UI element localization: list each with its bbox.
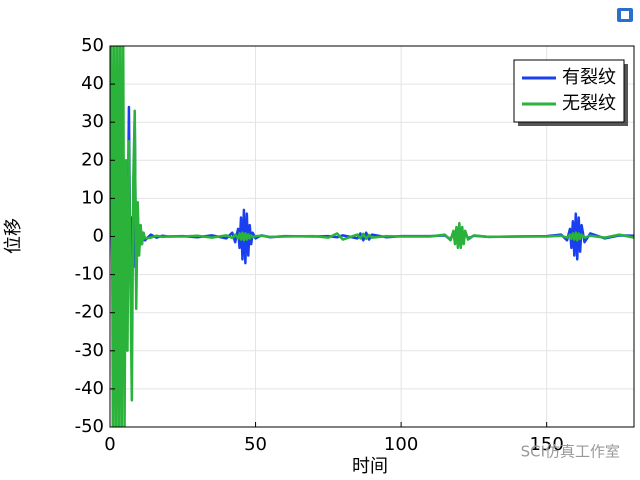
y-tick-label: -50: [75, 416, 104, 437]
data-line: [110, 46, 634, 427]
toolbar-icon[interactable]: [617, 8, 633, 22]
y-tick-label: 0: [93, 226, 104, 247]
y-tick-label: 40: [81, 73, 104, 94]
y-tick-label: -10: [75, 264, 104, 285]
y-tick-label: -20: [75, 302, 104, 323]
x-tick-label: 50: [244, 434, 267, 455]
y-tick-label: 10: [81, 187, 104, 208]
y-tick-label: 20: [81, 149, 104, 170]
axes-frame: [109, 45, 635, 428]
legend-label: 无裂纹: [562, 93, 616, 114]
legend-box: [513, 59, 625, 123]
legend-label: 有裂纹: [562, 67, 616, 88]
x-tick-label: 0: [104, 434, 115, 455]
y-axis-label: 位移: [3, 218, 24, 254]
y-tick-label: -40: [75, 378, 104, 399]
watermark: SCI仿真工作室: [521, 443, 620, 461]
x-axis-label: 时间: [352, 456, 388, 477]
x-tick-label: 100: [384, 434, 418, 455]
y-tick-label: 50: [81, 35, 104, 56]
x-tick-label: 150: [529, 434, 563, 455]
y-tick-label: 30: [81, 111, 104, 132]
y-tick-label: -30: [75, 340, 104, 361]
